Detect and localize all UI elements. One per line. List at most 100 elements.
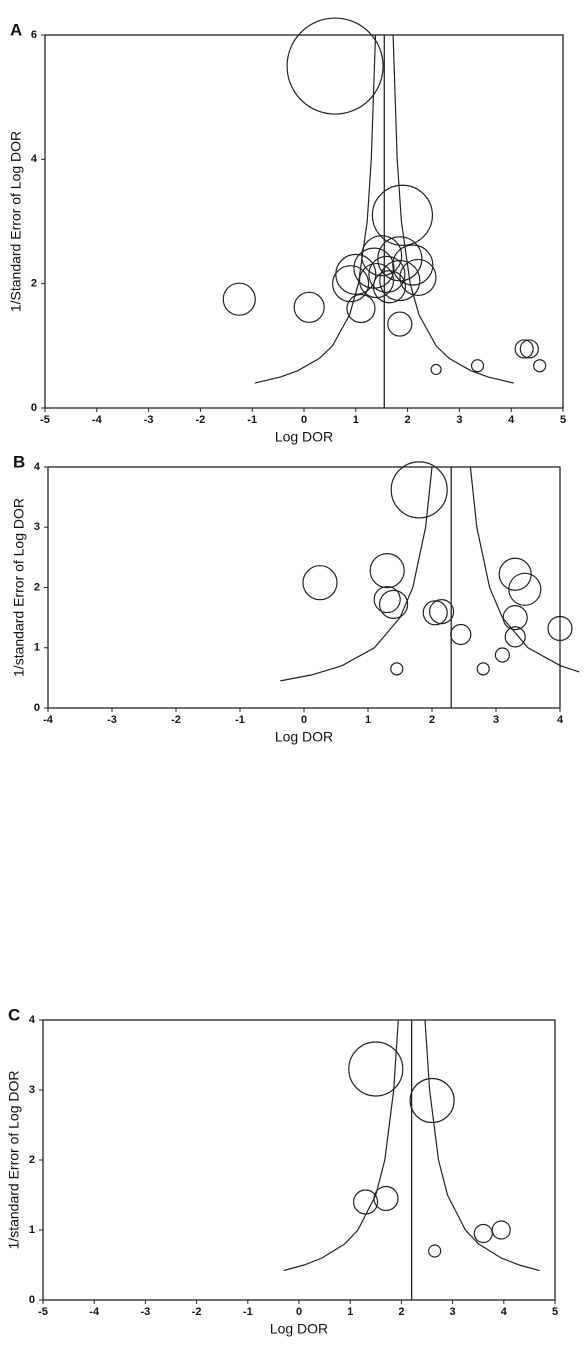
- study-bubble: [346, 293, 376, 324]
- x-tick-label: 3: [450, 1306, 456, 1318]
- y-axis-label: 1/standard Error of Log DOR: [6, 1071, 22, 1250]
- panel: C -5 -4 -3 -2 -1 0 1 2 3 4 5 0 1 2 3 4 Log DOR 1/standard …: [6, 1005, 558, 1336]
- y-tick-label: 0: [29, 1294, 35, 1306]
- x-tick-label: 0: [301, 414, 307, 426]
- study-bubble: [372, 270, 407, 304]
- y-tick-label: 3: [29, 1084, 35, 1096]
- x-tick-label: 2: [429, 714, 435, 726]
- x-tick-label: 5: [560, 414, 566, 426]
- study-bubble: [390, 461, 448, 519]
- study-bubble: [373, 1185, 399, 1212]
- funnel-curve: [283, 1019, 399, 1272]
- x-axis-label: Log DOR: [270, 1321, 328, 1337]
- study-bubble: [371, 184, 434, 246]
- x-axis-label: Log DOR: [275, 429, 333, 445]
- x-tick-label: -4: [43, 714, 54, 726]
- x-tick-label: -4: [92, 414, 103, 426]
- y-tick-label: 3: [34, 521, 40, 533]
- panel-label: A: [10, 20, 22, 39]
- study-bubble: [222, 282, 256, 316]
- x-tick-label: 3: [456, 414, 462, 426]
- plot-frame: [42, 1019, 556, 1301]
- x-tick-label: 1: [365, 714, 371, 726]
- panel: A -5 -4 -3 -2 -1 0 1 2 3 4 5 0 2 4 6 Log DOR 1/Standard E…: [8, 17, 566, 445]
- panel: B -4 -3 -2 -1 0 1 2 3 4 0 1 2 3 4 Log DOR 1/standard Err…: [11, 452, 580, 745]
- study-bubble: [286, 17, 384, 115]
- funnel-curve: [280, 466, 433, 682]
- x-tick-label: -5: [40, 414, 50, 426]
- funnel-curve: [392, 34, 514, 384]
- x-tick-label: -1: [243, 1306, 253, 1318]
- y-tick-label: 2: [31, 278, 37, 290]
- study-bubble: [504, 626, 526, 648]
- study-bubble: [502, 605, 528, 631]
- x-tick-label: 2: [405, 414, 411, 426]
- panel-label: C: [8, 1005, 20, 1024]
- x-tick-label: -2: [171, 714, 181, 726]
- study-bubble: [491, 1220, 511, 1240]
- y-tick-label: 0: [34, 702, 40, 714]
- study-bubble: [533, 359, 547, 373]
- x-tick-label: 1: [353, 414, 359, 426]
- study-bubble: [476, 662, 490, 676]
- x-tick-label: -5: [38, 1306, 48, 1318]
- study-bubble: [498, 557, 532, 591]
- funnel-curve: [469, 466, 580, 673]
- x-axis-label: Log DOR: [275, 729, 333, 745]
- study-bubble: [473, 1223, 493, 1244]
- y-tick-label: 1: [29, 1224, 35, 1236]
- x-tick-label: -4: [89, 1306, 100, 1318]
- y-tick-label: 2: [29, 1154, 35, 1166]
- study-bubble: [547, 615, 573, 642]
- x-tick-label: 4: [557, 714, 564, 726]
- y-tick-label: 2: [34, 581, 40, 593]
- y-axis-label: 1/standard Error of Log DOR: [11, 498, 27, 677]
- x-tick-label: -1: [235, 714, 245, 726]
- x-tick-label: -1: [247, 414, 257, 426]
- x-tick-label: 0: [296, 1306, 302, 1318]
- study-bubble: [470, 359, 485, 373]
- study-bubble: [519, 339, 539, 359]
- x-tick-label: 4: [501, 1306, 508, 1318]
- y-tick-label: 6: [31, 29, 37, 41]
- y-tick-label: 0: [31, 402, 37, 414]
- y-axis-label: 1/Standard Error of Log DOR: [8, 131, 24, 312]
- study-bubble: [392, 244, 434, 286]
- study-bubble: [514, 339, 534, 359]
- study-bubble: [387, 311, 413, 337]
- study-bubble: [428, 1244, 442, 1258]
- study-bubble: [369, 553, 405, 589]
- x-tick-label: 2: [398, 1306, 404, 1318]
- study-bubble: [494, 647, 510, 663]
- y-tick-label: 4: [31, 153, 38, 165]
- study-bubble: [373, 585, 401, 614]
- study-bubble: [422, 600, 448, 626]
- study-bubble: [293, 291, 325, 323]
- x-tick-label: 3: [493, 714, 499, 726]
- study-bubble: [450, 623, 472, 646]
- y-tick-label: 4: [34, 461, 41, 473]
- x-tick-label: 5: [552, 1306, 558, 1318]
- funnel-curve: [424, 1019, 540, 1272]
- study-bubble: [368, 255, 406, 293]
- study-bubble: [358, 262, 395, 299]
- x-tick-label: -3: [107, 714, 117, 726]
- study-bubble: [379, 259, 421, 302]
- study-bubble: [379, 589, 409, 619]
- study-bubble: [352, 1189, 379, 1215]
- study-bubble: [430, 363, 442, 376]
- study-bubble: [409, 1077, 455, 1124]
- study-bubble: [399, 258, 437, 297]
- study-bubble: [508, 572, 542, 606]
- x-tick-label: 0: [301, 714, 307, 726]
- y-tick-label: 4: [29, 1014, 36, 1026]
- funnel-curve: [254, 34, 377, 384]
- study-bubble: [390, 662, 404, 676]
- study-bubble: [348, 1041, 404, 1097]
- x-tick-label: -2: [196, 414, 206, 426]
- study-bubble: [332, 265, 370, 303]
- x-tick-label: -2: [192, 1306, 202, 1318]
- x-tick-label: 1: [347, 1306, 353, 1318]
- panel-label: B: [13, 452, 25, 471]
